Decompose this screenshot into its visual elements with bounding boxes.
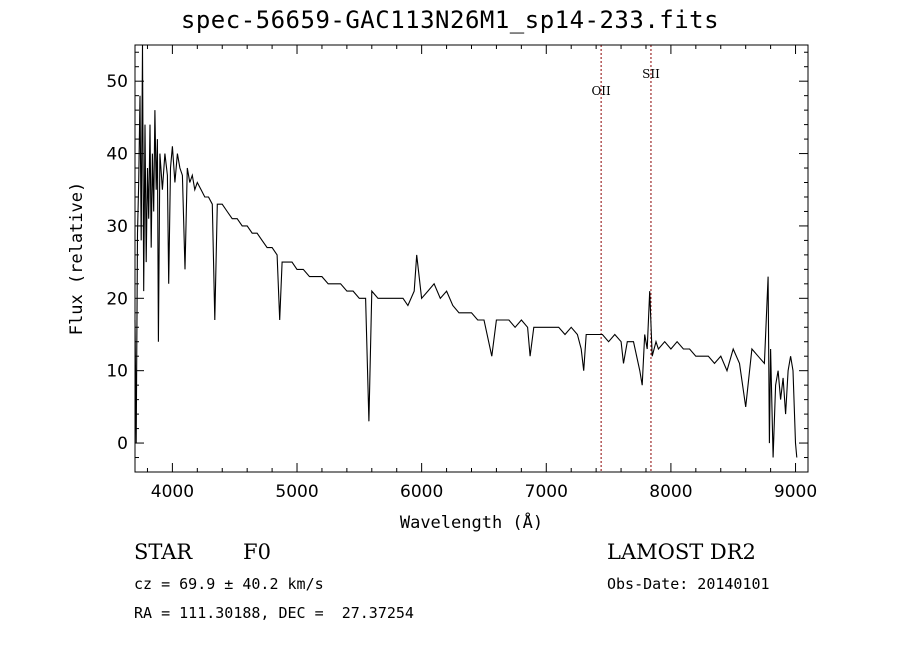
plot-frame bbox=[134, 44, 809, 473]
y-tick-label: 50 bbox=[106, 72, 128, 92]
x-tick-label: 8000 bbox=[649, 482, 692, 502]
spectrum-line bbox=[134, 44, 798, 458]
x-axis-label: Wavelength (Å) bbox=[400, 511, 543, 533]
y-axis-ticks: 0 10 20 30 40 50 bbox=[106, 51, 808, 473]
x-axis-ticks: 4000 5000 6000 7000 8000 9000 bbox=[146, 45, 817, 502]
y-tick-label: 10 bbox=[106, 362, 128, 382]
y-tick-label: 40 bbox=[106, 145, 128, 165]
y-tick-label: 0 bbox=[117, 434, 128, 454]
chart-title: spec-56659-GAC113N26M1_sp14-233.fits bbox=[180, 6, 720, 34]
coordinates-readout: RA = 111.30188, DEC = 27.37254 bbox=[134, 604, 414, 622]
reference-line-label: OII bbox=[591, 84, 611, 98]
observation-date: Obs-Date: 20140101 bbox=[607, 575, 770, 593]
reference-line-label: SII bbox=[642, 67, 660, 81]
velocity-readout: cz = 69.9 ± 40.2 km/s bbox=[134, 575, 324, 593]
survey-name: LAMOST DR2 bbox=[607, 540, 756, 564]
reference-lines: OII SII bbox=[591, 45, 660, 472]
x-tick-label: 4000 bbox=[151, 482, 194, 502]
x-tick-label: 6000 bbox=[400, 482, 443, 502]
y-tick-label: 20 bbox=[106, 289, 128, 309]
x-tick-label: 9000 bbox=[774, 482, 817, 502]
y-axis-label: Flux (relative) bbox=[67, 182, 87, 336]
y-tick-label: 30 bbox=[106, 217, 128, 237]
object-class: STAR bbox=[134, 540, 193, 564]
x-tick-label: 5000 bbox=[275, 482, 318, 502]
x-tick-label: 7000 bbox=[525, 482, 568, 502]
subclass: F0 bbox=[243, 540, 271, 564]
